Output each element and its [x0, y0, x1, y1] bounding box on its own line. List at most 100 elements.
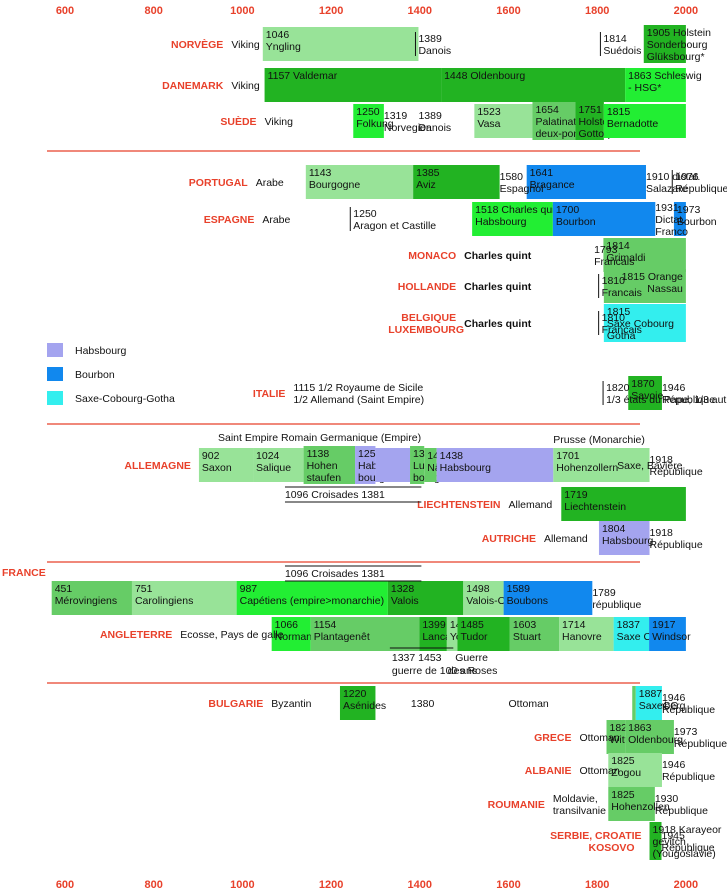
dynasty-bar — [457, 617, 510, 651]
dynasty-bar — [603, 304, 686, 342]
country-name: FRANCE — [2, 567, 46, 579]
period-label: 1946 — [662, 759, 686, 771]
period-label: République — [662, 394, 715, 406]
dynasty-bar — [552, 202, 656, 236]
dynasty-bar — [606, 720, 626, 754]
dynasty-label: 1603 — [513, 619, 537, 631]
dynasty-label: Bourbon — [556, 216, 596, 228]
period-label: Viking — [231, 80, 260, 92]
country-name: SUÈDE — [220, 115, 256, 128]
period-label: 1250 — [353, 208, 377, 220]
period-label: Espagnol — [500, 183, 544, 195]
period-label: Ottoman — [579, 732, 619, 744]
dynasty-label: Saxon — [202, 462, 232, 474]
dynasty-label: 1399 — [422, 619, 446, 631]
country-name: LUXEMBOURG — [388, 324, 464, 336]
country-name: AUTRICHE — [482, 533, 536, 545]
annotation: Guerre — [455, 652, 488, 664]
dynasty-bar — [131, 581, 237, 615]
dynasty-bar — [553, 448, 650, 482]
country-name: ITALIE — [253, 388, 285, 400]
dynasty-bar — [649, 617, 686, 651]
dynasty-label: Liechtenstein — [564, 501, 626, 513]
dynasty-label: 1485 — [460, 619, 484, 631]
dynasty-bar — [339, 686, 376, 720]
period-label: 1789 — [592, 587, 616, 599]
period-label: Moldavie, — [553, 793, 598, 805]
period-label: 1793 — [594, 244, 618, 256]
dynasty-bar — [198, 448, 254, 482]
dynasty-bar — [598, 521, 650, 555]
top-year-tick: 600 — [56, 5, 74, 17]
dynasty-label: 1654 — [535, 104, 559, 116]
dynasty-bar — [613, 617, 650, 651]
dynasty-bar — [264, 68, 442, 102]
period-label: 1115 1/2 Royaume de Sicile — [293, 382, 423, 394]
period-label: 1973 — [674, 726, 698, 738]
dynasty-bar — [628, 376, 662, 410]
dynasty-label: 1719 — [564, 489, 588, 501]
country-name: BELGIQUE — [401, 312, 456, 324]
dynasty-label: 1751 — [578, 104, 602, 116]
period-label: République — [662, 842, 715, 854]
annotation: des Roses — [448, 665, 498, 677]
dynasty-bar — [625, 720, 674, 754]
dynasty-bar — [410, 446, 425, 484]
row-header: Saint Empire Romain Germanique (Empire) — [218, 432, 421, 444]
period-label: Viking — [265, 116, 294, 128]
dynasty-bar — [643, 25, 686, 63]
country-name: GRECE — [534, 732, 571, 744]
period-label: République — [650, 466, 703, 478]
dynasty-bar — [262, 27, 419, 61]
dynasty-label: Hohenzollen — [611, 801, 670, 813]
period-label: Norvegien — [384, 122, 432, 134]
legend-swatch — [47, 367, 63, 381]
dynasty-label: Hohen — [307, 460, 338, 472]
period-label: République — [655, 805, 708, 817]
dynasty-bar — [608, 787, 655, 821]
period-label: République — [662, 704, 715, 716]
dynasty-bar — [673, 202, 686, 236]
dynasty-bar — [603, 104, 686, 138]
period-label: Aragon et Castille — [353, 220, 436, 232]
dynasty-label: 1385 — [416, 167, 440, 179]
dynasty-label: gevitch — [653, 836, 686, 848]
dynasty-label: 1887 — [639, 688, 663, 700]
period-label: 1976 — [675, 171, 699, 183]
period-label: 1810 — [602, 312, 626, 324]
dynasty-label: 1066 — [275, 619, 299, 631]
dynasty-bar — [305, 165, 414, 199]
period-label: Saxe, Bavière — [617, 460, 683, 472]
country-name: BULGARIE — [208, 698, 263, 710]
dynasty-bar — [509, 617, 560, 651]
country-name: ALBANIE — [525, 765, 572, 777]
dynasty-bar — [355, 446, 376, 484]
dynasty-bar — [441, 68, 626, 102]
dynasty-label: Bourgogne — [309, 179, 361, 191]
country-name: ESPAGNE — [204, 214, 255, 226]
dynasty-label: Nassau — [647, 283, 683, 295]
period-label: 1319 — [384, 110, 408, 122]
dynasty-label: 1804 — [602, 523, 626, 535]
dynasty-label: 1046 — [266, 29, 290, 41]
dynasty-label: 1863 — [628, 722, 652, 734]
dynasty-label: 1641 — [530, 167, 554, 179]
bottom-year-tick: 2000 — [674, 879, 698, 891]
country-name: SERBIE, CROATIE — [550, 830, 641, 842]
dynasty-label: 1589 — [507, 583, 531, 595]
period-label: 1/3 états du Pape, 1/3 autrichien — [606, 394, 727, 406]
dynasty-label: Hohenzollern — [556, 462, 618, 474]
dynasty-label: Habsbourg — [602, 535, 654, 547]
annotation: guerre de 100 ans — [392, 665, 477, 677]
dynasty-label: Glüksbourg* — [647, 51, 705, 63]
period-label: Ottoman — [509, 698, 549, 710]
period-label: République — [675, 183, 727, 195]
period-label: 1946 — [662, 382, 686, 394]
dynasty-label: 1220 — [343, 688, 367, 700]
dynasty-bar — [271, 617, 311, 651]
dynasty-label: 1870 — [631, 378, 655, 390]
period-label: Arabe — [256, 177, 284, 189]
dynasty-label: Asénides — [343, 700, 386, 712]
period-label: Allemand — [544, 533, 588, 545]
